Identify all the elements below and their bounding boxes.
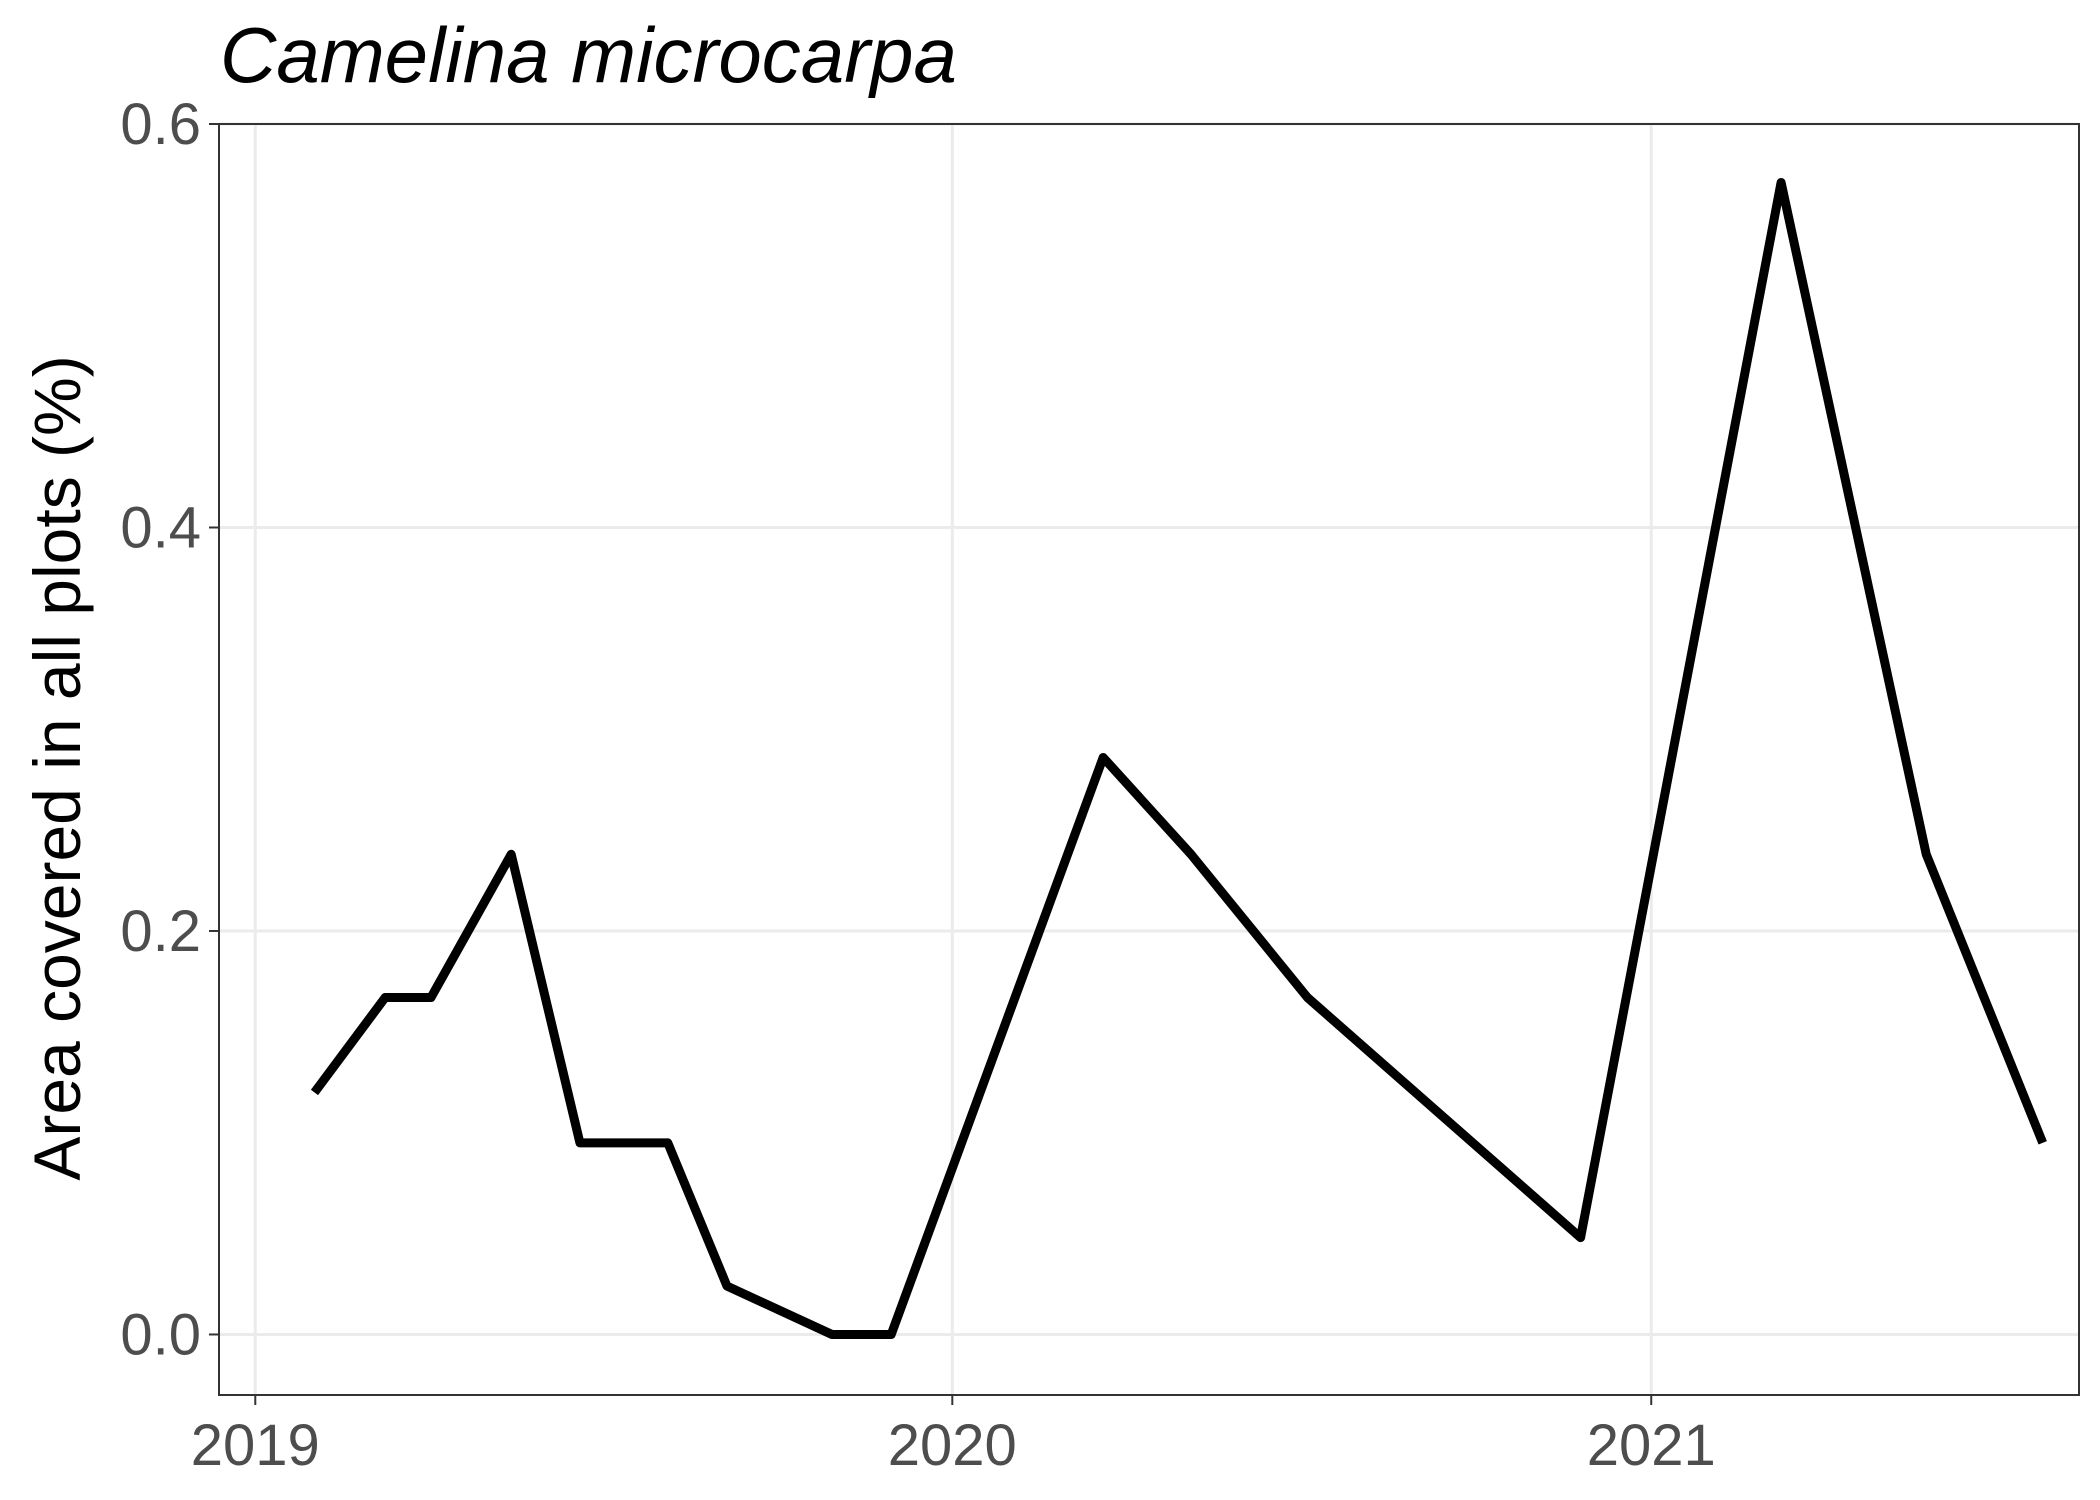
y-axis-label: Area covered in all plots (%) — [20, 355, 94, 1180]
series-layer — [310, 178, 2047, 1339]
x-tick-label: 2020 — [888, 1413, 1017, 1478]
series-line — [310, 178, 2047, 1339]
y-tick-label: 0.4 — [120, 495, 201, 560]
chart-title: Camelina microcarpa — [220, 11, 957, 99]
axis-tick-labels: 0.0 0.2 0.4 0.6 2019 2020 2021 — [120, 92, 1715, 1478]
x-tick-label: 2019 — [191, 1413, 320, 1478]
y-tick-label: 0.6 — [120, 92, 201, 157]
y-tick-label: 0.0 — [120, 1302, 201, 1367]
y-tick-label: 0.2 — [120, 899, 201, 964]
x-tick-label: 2021 — [1587, 1413, 1716, 1478]
plot-panel-border — [218, 123, 2080, 1396]
axis-ticks — [209, 123, 1653, 1405]
